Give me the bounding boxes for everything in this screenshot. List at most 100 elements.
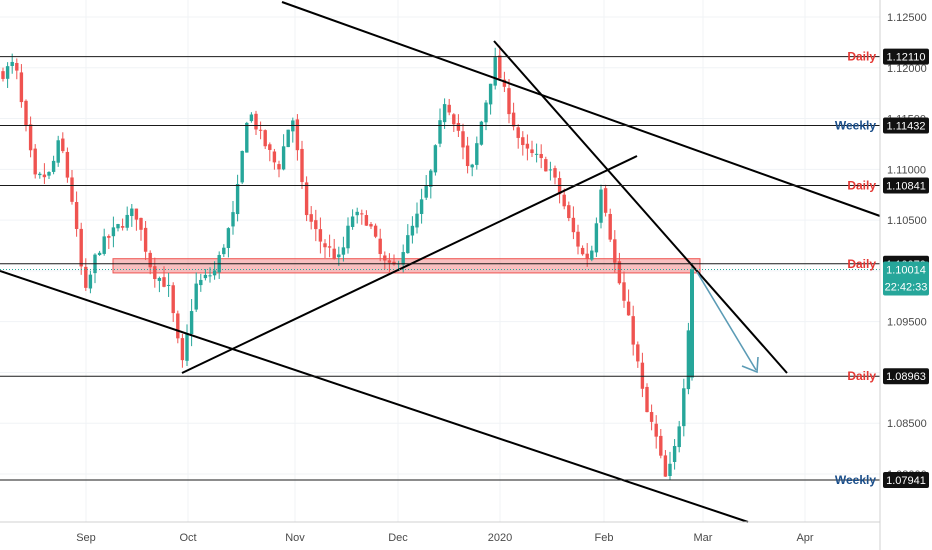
candle-body (74, 202, 79, 229)
candle-body (511, 112, 516, 127)
candle-body (599, 189, 603, 223)
candle-body (350, 216, 355, 227)
candle-body (5, 66, 10, 79)
candle-body (56, 140, 60, 163)
candle-body (162, 277, 166, 287)
candle-body (406, 235, 410, 254)
candle-body (502, 79, 507, 87)
candle-body (521, 137, 525, 146)
candle-body (88, 274, 93, 289)
candle-body (70, 177, 74, 202)
candle-body (309, 214, 313, 222)
candle-body (364, 215, 369, 226)
descending-trendline (493, 40, 788, 374)
candle-body (663, 455, 668, 477)
candle-body (378, 238, 382, 254)
level-value-text: 1.10841 (886, 180, 926, 192)
candle-body (346, 225, 350, 249)
candle-body (419, 199, 424, 214)
time-tick-label: 2020 (488, 532, 512, 544)
candle-body (493, 57, 497, 86)
candle-body (539, 153, 543, 159)
price-axis[interactable]: 1.125001.120001.115001.110001.105001.100… (887, 12, 927, 481)
candle-body (452, 114, 456, 125)
candle-body (608, 214, 612, 240)
candle-body (120, 226, 125, 228)
candle-body (208, 275, 212, 277)
candle-body (415, 213, 419, 228)
candle-body (222, 247, 226, 255)
candle-body (231, 212, 235, 227)
candle-body (240, 150, 244, 183)
candle-body (544, 159, 548, 172)
rising-trendline (181, 155, 638, 374)
candle-body (410, 225, 415, 236)
candle-body (516, 127, 520, 138)
candle-body (281, 146, 286, 170)
candle-body (19, 72, 24, 103)
level-value-text: 1.12110 (887, 52, 926, 64)
candle-body (157, 277, 162, 281)
candle-body (507, 88, 511, 115)
candle-body (295, 119, 300, 151)
candle-body (79, 228, 83, 267)
level-value-text: 1.11432 (887, 120, 926, 132)
candle-body (548, 169, 553, 171)
time-tick-label: Feb (595, 532, 614, 544)
price-tick-label: 1.12500 (887, 12, 927, 24)
candle-body (15, 63, 19, 71)
level-value-box (883, 48, 929, 65)
candle-body (153, 266, 157, 280)
candle-body (479, 121, 484, 145)
candle-body (47, 171, 51, 176)
candle-body (332, 248, 336, 259)
candle-body (668, 463, 672, 477)
candle-body (185, 333, 189, 361)
candle-body (125, 214, 129, 228)
candle-body (176, 313, 180, 339)
candle-body (580, 247, 585, 255)
level-tag-label: Daily (847, 50, 876, 64)
time-tick-label: Sep (76, 532, 96, 544)
candle-body (567, 205, 571, 219)
price-tick-label: 1.09500 (887, 317, 927, 329)
candle-body (139, 217, 143, 230)
candle-body (327, 246, 332, 248)
candle-body (392, 261, 396, 265)
candle-body (107, 236, 111, 238)
price-tick-label: 1.12000 (887, 63, 927, 75)
candle-body (369, 224, 373, 227)
candle-body (677, 426, 681, 448)
candle-body (263, 130, 267, 147)
time-axis[interactable]: Sep Oct Nov Dec 2020 Feb Mar Apr (76, 532, 814, 544)
candle-body (341, 247, 346, 255)
candle-body (355, 211, 359, 216)
candle-body (212, 270, 217, 276)
candle-body (553, 168, 557, 178)
last-candle-body (690, 269, 694, 378)
level-tag-label: Weekly (835, 473, 876, 487)
candle-body (235, 184, 240, 215)
candle-body (272, 151, 277, 163)
level-value-text: 1.07941 (886, 475, 926, 487)
candle-body (203, 274, 208, 279)
candle-body (254, 113, 258, 130)
candle-body (1, 71, 5, 79)
candle-body (194, 283, 198, 310)
level-value-box (883, 117, 929, 134)
candle-body (314, 220, 318, 230)
candle-body (626, 301, 631, 316)
candle-body (277, 164, 281, 170)
candle-body (654, 423, 658, 437)
candle-body (498, 55, 502, 79)
candle-body (245, 122, 249, 153)
candle-body (42, 174, 47, 178)
candle-body (97, 252, 102, 255)
candles (1, 45, 694, 480)
candle-body (337, 254, 341, 258)
candle-body (424, 185, 428, 198)
candle-body (562, 194, 566, 207)
candle-body (594, 223, 599, 253)
candle-body (268, 144, 272, 150)
